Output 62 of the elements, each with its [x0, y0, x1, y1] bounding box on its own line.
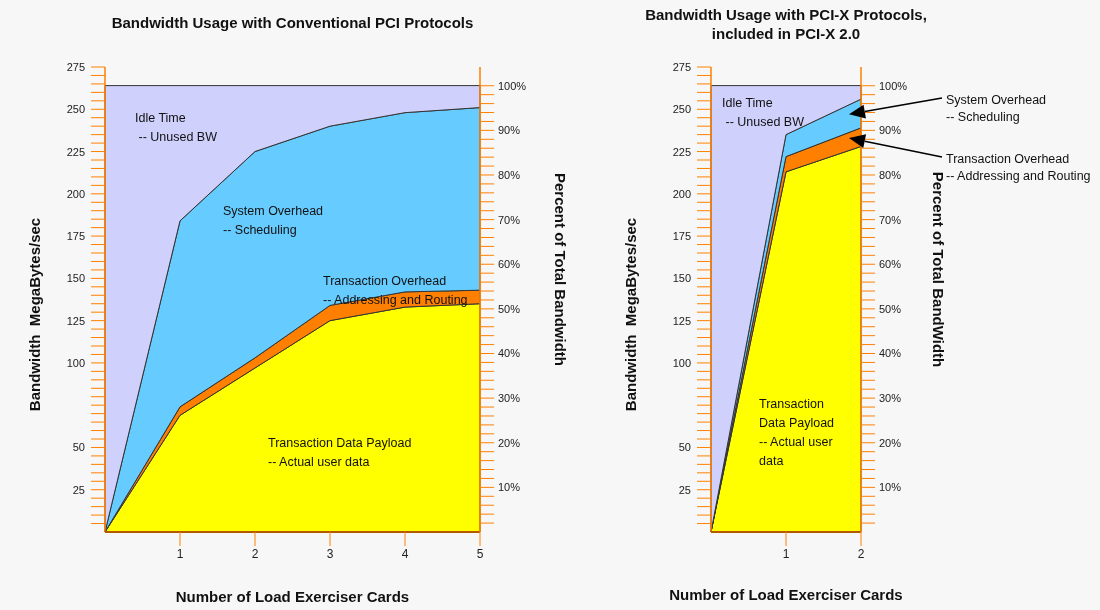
y2-tick-label: 60% [879, 258, 902, 271]
series-label: Transaction Data Payload -- Actual user data [759, 397, 835, 468]
y-tick-label: 150 [66, 272, 85, 285]
y-tick-label: 25 [72, 483, 85, 496]
y2-tick-label: 40% [879, 347, 902, 360]
y-tick-label: 50 [678, 441, 691, 454]
y2-tick-label: 10% [498, 481, 521, 494]
y2-axis-title: Percent of Total BandWidth [930, 171, 947, 368]
y-tick-label: 250 [672, 103, 691, 116]
y2-tick-label: 50% [879, 302, 902, 315]
annotation: System Overhead -- Scheduling [946, 93, 1047, 124]
x-tick-label: 5 [476, 547, 484, 561]
y2-tick-label: 60% [498, 258, 521, 271]
y-tick-label: 200 [672, 187, 691, 200]
y-tick-label: 125 [672, 314, 691, 327]
y2-tick-label: 30% [498, 392, 521, 405]
y2-tick-label: 80% [498, 168, 521, 181]
y-tick-label: 250 [66, 103, 85, 116]
y-tick-label: 125 [66, 314, 85, 327]
y-axis-title: Bandwidth MegaBytes/sec [622, 217, 639, 412]
y2-tick-label: 90% [879, 124, 902, 137]
series-label: Idle Time -- Unused BW [135, 111, 218, 144]
x-tick-label: 2 [857, 547, 865, 561]
y-tick-label: 200 [66, 187, 85, 200]
y-tick-label: 100 [66, 356, 85, 369]
series-label: Transaction Data Payload -- Actual user data [268, 436, 412, 469]
y-tick-label: 175 [66, 230, 85, 243]
y-tick-label: 225 [672, 145, 691, 158]
y2-tick-label: 80% [879, 168, 902, 181]
y2-tick-label: 30% [879, 392, 902, 405]
y-tick-label: 50 [72, 441, 85, 454]
x-axis-title: Number of Load Exerciser Cards [175, 588, 410, 605]
y2-axis-title: Percent of Total Bandwidth [552, 172, 569, 367]
annotation: Transaction Overhead -- Addressing and Routing [946, 152, 1091, 183]
y-tick-label: 150 [672, 272, 691, 285]
y2-tick-label: 20% [498, 436, 521, 449]
y2-tick-label: 100% [879, 79, 908, 92]
y-tick-label: 275 [672, 61, 691, 73]
y-tick-label: 275 [66, 61, 85, 73]
y2-tick-label: 90% [498, 124, 521, 137]
series-label: System Overhead -- Scheduling [223, 204, 324, 237]
x-tick-label: 4 [401, 547, 409, 561]
x-tick-label: 1 [782, 547, 790, 561]
y2-tick-label: 50% [498, 302, 521, 315]
y2-tick-label: 70% [879, 213, 902, 226]
series-label: Idle Time -- Unused BW [722, 96, 805, 129]
y2-tick-label: 40% [498, 347, 521, 360]
y-tick-label: 100 [672, 356, 691, 369]
x-tick-label: 1 [176, 547, 184, 561]
y-tick-label: 175 [672, 230, 691, 243]
x-tick-label: 2 [251, 547, 259, 561]
y-tick-label: 225 [66, 145, 85, 158]
chart-title: Bandwidth Usage with Conventional PCI Protocols [111, 14, 474, 31]
chart-title: Bandwidth Usage with PCI-X Protocols, included in PCI-X 2.0 [645, 6, 927, 42]
y-tick-label: 25 [678, 483, 691, 496]
y2-tick-label: 20% [879, 436, 902, 449]
y2-tick-label: 100% [498, 79, 527, 92]
y2-tick-label: 70% [498, 213, 521, 226]
x-axis-title: Number of Load Exerciser Cards [669, 586, 903, 603]
y2-tick-label: 10% [879, 481, 902, 494]
x-tick-label: 3 [326, 547, 334, 561]
y-axis-title: Bandwidth MegaBytes/sec [26, 217, 43, 412]
